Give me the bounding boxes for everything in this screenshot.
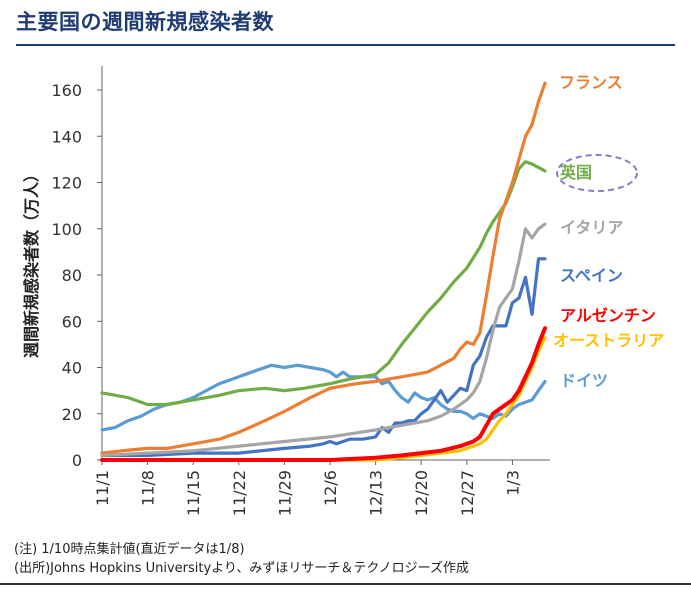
series-line (100, 326, 547, 462)
y-tick-label: 40 (62, 359, 82, 378)
y-tick-label: 60 (62, 312, 82, 331)
series-label: スペイン (560, 266, 623, 285)
series-label: フランス (559, 73, 623, 92)
line-chart: 週間新規感染者数（万人） 0 20 40 60 80 100 120 140 160 11/1 11… (22, 66, 664, 516)
y-tick-label: 80 (62, 266, 82, 285)
highlight-ellipse (556, 154, 638, 192)
bottom-rule (0, 583, 691, 585)
series-lines (100, 81, 547, 462)
x-tick-label: 12/27 (458, 470, 477, 516)
y-tick-label: 140 (51, 127, 82, 146)
y-axis-label: 週間新規感染者数（万人） (22, 166, 41, 358)
series-line (100, 222, 547, 457)
x-tick-label: 11/15 (184, 470, 203, 516)
series-label: オーストラリア (553, 331, 664, 350)
y-tick-label: 160 (51, 81, 82, 100)
note-aggregation: (注) 1/10時点集計値(直近データは1/8) (14, 542, 245, 557)
series-label: イタリア (560, 218, 623, 237)
series-line (100, 81, 547, 455)
y-tick-label: 120 (51, 174, 82, 193)
series-label: アルゼンチン (560, 306, 656, 325)
note-source: (出所)Johns Hopkins Universityより、みずほリサーチ＆テ… (14, 561, 469, 576)
series-line (100, 363, 547, 432)
x-tick-label: 11/22 (230, 470, 249, 516)
axis-ticks: 0 20 40 60 80 100 120 140 160 11/1 11/8 11/15 11/22 1… (51, 81, 522, 516)
x-tick-label: 12/20 (412, 470, 431, 516)
series-line (100, 257, 547, 457)
y-tick-label: 0 (72, 451, 82, 470)
y-tick-label: 20 (62, 405, 82, 424)
footnotes: (注) 1/10時点集計値(直近データは1/8) (出所)Johns Hopki… (14, 540, 469, 578)
x-tick-label: 11/8 (139, 470, 158, 506)
x-tick-label: 12/13 (367, 470, 386, 516)
series-label: 英国 (559, 163, 592, 182)
x-tick-label: 11/29 (275, 470, 294, 516)
x-tick-label: 11/1 (93, 470, 112, 506)
series-label: ドイツ (560, 371, 608, 390)
x-tick-label: 12/6 (321, 470, 340, 506)
x-tick-label: 1/3 (503, 470, 522, 496)
y-tick-label: 100 (51, 220, 82, 239)
title-underline (16, 44, 675, 46)
chart-title: 主要国の週間新規感染者数 (16, 10, 274, 34)
series-line (100, 160, 547, 407)
